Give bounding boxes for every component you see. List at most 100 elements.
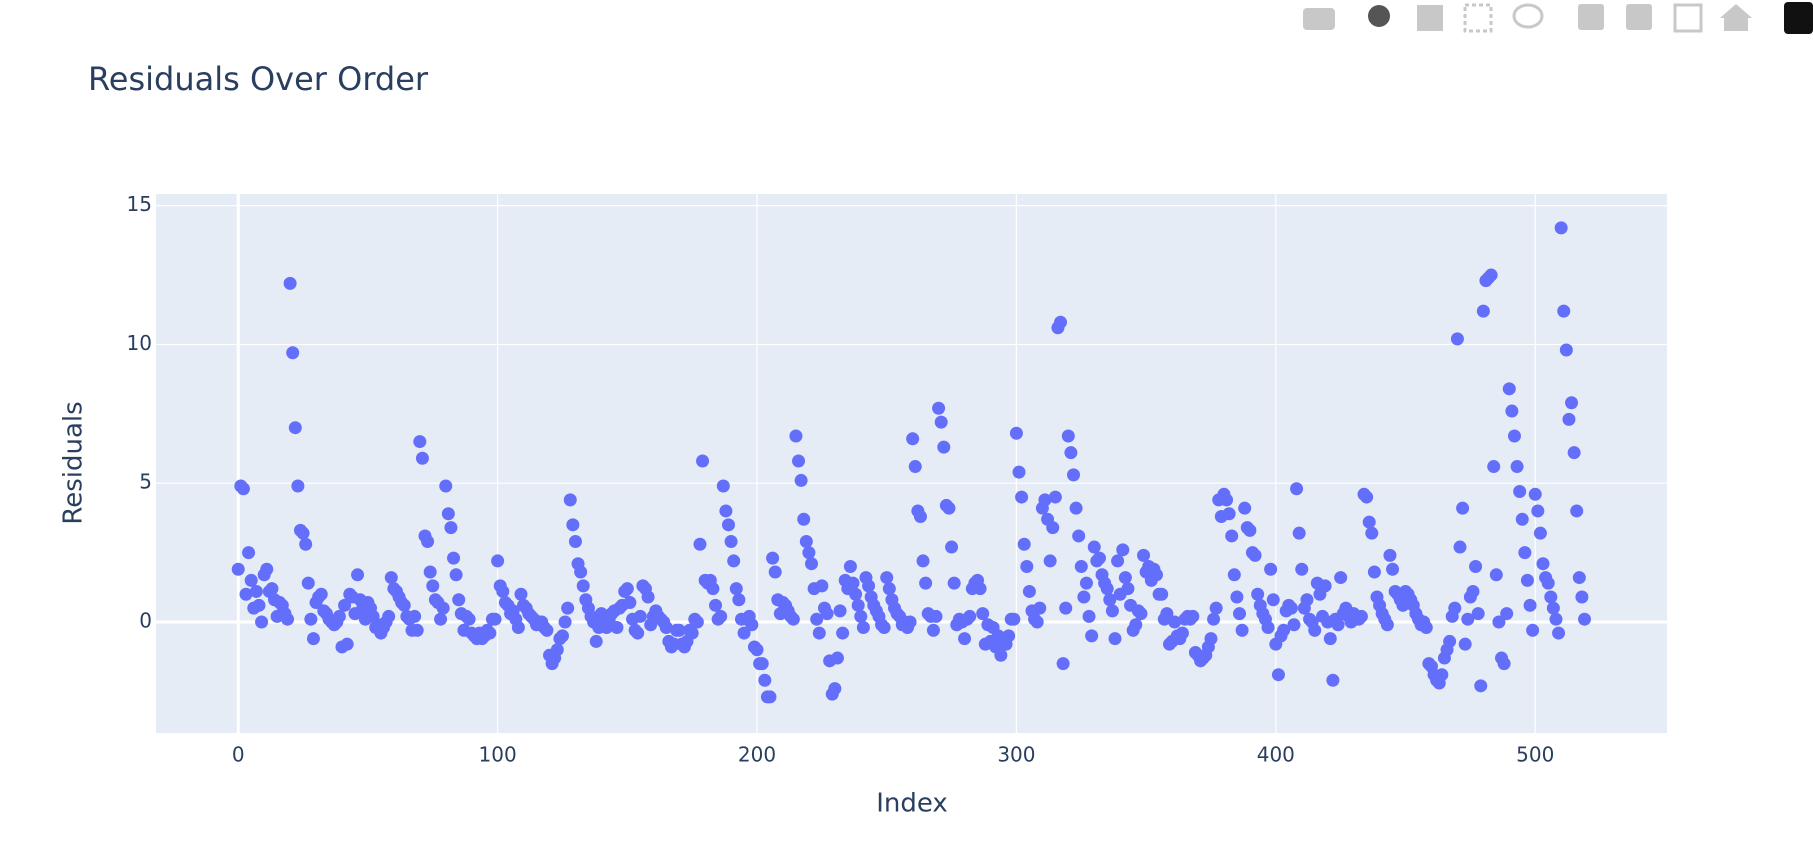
point — [421, 534, 435, 548]
zoom-out-icon[interactable] — [1626, 4, 1652, 30]
point — [286, 346, 300, 360]
point — [1570, 504, 1584, 518]
point — [1209, 601, 1223, 615]
point — [623, 596, 637, 610]
point — [1541, 576, 1555, 590]
point — [1230, 590, 1244, 604]
point — [934, 415, 948, 429]
x-tick-label: 0 — [232, 743, 245, 767]
point — [397, 598, 411, 612]
point — [1500, 607, 1514, 621]
x-tick-label: 300 — [997, 743, 1035, 767]
point — [815, 579, 829, 593]
point — [1121, 582, 1135, 596]
point — [672, 623, 686, 637]
point — [1575, 590, 1589, 604]
point — [1367, 565, 1381, 579]
point — [231, 562, 245, 576]
point — [563, 493, 577, 507]
point — [1318, 579, 1332, 593]
zoom-icon[interactable] — [1368, 5, 1390, 27]
point — [1536, 557, 1550, 571]
point — [255, 615, 269, 629]
point — [1287, 618, 1301, 632]
point — [768, 565, 782, 579]
y-axis-title: Residuals — [59, 401, 89, 524]
x-tick-label: 100 — [479, 743, 517, 767]
point — [1308, 623, 1322, 637]
point — [1497, 657, 1511, 671]
point — [763, 690, 777, 704]
point — [732, 593, 746, 607]
x-axis-title: Index — [876, 789, 948, 819]
point — [1549, 612, 1563, 626]
point — [945, 540, 959, 554]
point — [1082, 609, 1096, 623]
camera-icon[interactable] — [1303, 8, 1335, 30]
point — [483, 626, 497, 640]
point — [441, 507, 455, 521]
point — [1365, 526, 1379, 540]
select-icon[interactable] — [1463, 3, 1493, 33]
point — [252, 598, 266, 612]
point — [1518, 546, 1532, 560]
point — [862, 579, 876, 593]
point — [1048, 490, 1062, 504]
chart-title: Residuals Over Order — [88, 60, 429, 98]
plotly-logo[interactable] — [1784, 2, 1813, 34]
point — [737, 626, 751, 640]
y-tick-label: 15 — [127, 192, 152, 216]
point — [799, 534, 813, 548]
point — [449, 568, 463, 582]
point — [1300, 593, 1314, 607]
point — [1137, 548, 1151, 562]
point — [1505, 404, 1519, 418]
point — [340, 637, 354, 651]
pan-icon[interactable] — [1417, 5, 1443, 31]
point — [1520, 573, 1534, 587]
point — [555, 629, 569, 643]
point — [1046, 521, 1060, 535]
point — [721, 518, 735, 532]
point — [690, 615, 704, 629]
point — [1056, 657, 1070, 671]
point — [1386, 562, 1400, 576]
point — [963, 609, 977, 623]
x-tick-label: 500 — [1516, 743, 1554, 767]
point — [1572, 571, 1586, 585]
point — [249, 584, 263, 598]
point — [338, 598, 352, 612]
point — [1129, 618, 1143, 632]
point — [805, 557, 819, 571]
point — [1017, 537, 1031, 551]
autoscale-icon[interactable] — [1673, 3, 1703, 33]
point — [727, 554, 741, 568]
point — [1552, 626, 1566, 640]
point — [1103, 593, 1117, 607]
zoom-in-icon[interactable] — [1578, 4, 1604, 30]
point — [659, 621, 673, 635]
point — [1474, 679, 1488, 693]
point — [1054, 315, 1068, 329]
point — [265, 582, 279, 596]
point — [1466, 584, 1480, 598]
point — [281, 612, 295, 626]
lasso-icon[interactable] — [1512, 3, 1544, 29]
point — [919, 576, 933, 590]
point — [843, 559, 857, 573]
point — [1295, 562, 1309, 576]
point — [929, 609, 943, 623]
point — [1528, 487, 1542, 501]
point — [1087, 540, 1101, 554]
point — [1578, 612, 1592, 626]
point — [828, 682, 842, 696]
reset-icon[interactable] — [1720, 4, 1752, 31]
point — [574, 565, 588, 579]
point — [797, 512, 811, 526]
point — [641, 590, 655, 604]
point — [926, 623, 940, 637]
point — [568, 534, 582, 548]
point — [410, 623, 424, 637]
point — [709, 598, 723, 612]
point — [283, 276, 297, 290]
